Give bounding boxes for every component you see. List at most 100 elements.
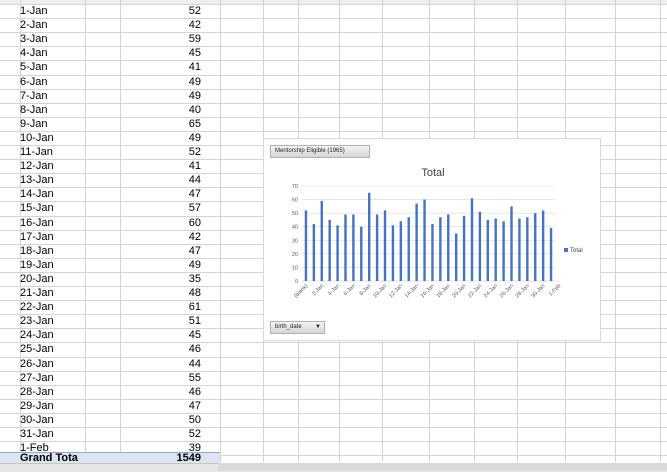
row-label-cell[interactable]: 26-Jan (20, 357, 54, 370)
row-label-cell[interactable]: 21-Jan (20, 287, 54, 299)
chart-bar[interactable] (304, 210, 308, 281)
row-value-cell[interactable]: 41 (188, 160, 201, 173)
row-value-cell[interactable]: 46 (188, 385, 201, 398)
row-value-cell[interactable]: 49 (188, 131, 201, 144)
chart-bar[interactable] (486, 219, 489, 281)
axis-field-button[interactable]: birth_date ▼ (270, 321, 325, 334)
row-value-cell[interactable]: 44 (188, 357, 201, 370)
row-value-cell[interactable]: 35 (188, 272, 201, 285)
chart-bar[interactable] (344, 214, 347, 282)
chart-bar[interactable] (399, 221, 403, 281)
row-label-cell[interactable]: 1-Jan (20, 5, 48, 17)
grand-total-label[interactable]: Grand Tota (20, 452, 78, 464)
row-label-cell[interactable]: 2-Jan (20, 19, 48, 32)
chart-bar[interactable] (352, 214, 355, 282)
chart-bar[interactable] (391, 225, 395, 281)
filter-field-button[interactable]: Mentorship Eligible (1965) (270, 145, 370, 158)
row-label-cell[interactable]: 9-Jan (20, 117, 48, 130)
row-value-cell[interactable]: 55 (188, 371, 201, 384)
chart-bar[interactable] (375, 214, 379, 282)
row-value-cell[interactable]: 45 (188, 47, 201, 60)
chart-bar[interactable] (312, 224, 316, 281)
row-label-cell[interactable]: 11-Jan (20, 146, 53, 158)
row-label-cell[interactable]: 8-Jan (20, 103, 48, 116)
row-label-cell[interactable]: 17-Jan (20, 230, 54, 243)
chart-bar[interactable] (360, 226, 363, 281)
row-value-cell[interactable]: 47 (188, 188, 201, 201)
row-label-cell[interactable]: 31-Jan (20, 428, 54, 440)
row-value-cell[interactable]: 57 (188, 202, 201, 215)
row-value-cell[interactable]: 61 (188, 301, 201, 314)
row-label-cell[interactable]: 1-Feb (20, 442, 49, 455)
row-value-cell[interactable]: 65 (188, 117, 201, 130)
pivot-chart[interactable]: Mentorship Eligible (1965) Total 0 10 20 30… (263, 138, 601, 341)
row-value-cell[interactable]: 47 (188, 399, 201, 412)
row-value-cell[interactable]: 52 (188, 146, 201, 158)
row-value-cell[interactable]: 60 (188, 216, 201, 229)
row-label-cell[interactable]: 16-Jan (20, 216, 54, 229)
row-value-cell[interactable]: 48 (188, 287, 201, 299)
row-label-cell[interactable]: 22-Jan (20, 301, 54, 314)
chart-bar[interactable] (336, 225, 339, 281)
row-label-cell[interactable]: 19-Jan (20, 258, 54, 271)
chart-bar[interactable] (541, 210, 545, 281)
row-label-cell[interactable]: 23-Jan (20, 315, 54, 328)
row-value-cell[interactable]: 40 (188, 103, 201, 116)
row-label-cell[interactable]: 12-Jan (20, 160, 54, 173)
row-value-cell[interactable]: 49 (188, 258, 201, 271)
chart-bar[interactable] (478, 211, 482, 281)
row-value-cell[interactable]: 52 (188, 5, 201, 17)
row-label-cell[interactable]: 13-Jan (20, 174, 54, 187)
row-label-cell[interactable]: 20-Jan (20, 272, 54, 285)
grand-total-row[interactable] (0, 452, 220, 464)
chart-bar[interactable] (549, 228, 553, 281)
chart-bar[interactable] (462, 215, 466, 281)
row-value-cell[interactable]: 52 (188, 428, 201, 440)
chart-bar[interactable] (526, 217, 529, 281)
chart-bar[interactable] (510, 206, 513, 281)
row-value-cell[interactable]: 39 (188, 442, 201, 455)
chart-bar[interactable] (415, 203, 418, 281)
row-value-cell[interactable]: 49 (188, 75, 201, 88)
row-label-cell[interactable]: 5-Jan (20, 61, 48, 74)
row-label-cell[interactable]: 14-Jan (20, 188, 54, 201)
chart-bar[interactable] (447, 214, 450, 282)
row-value-cell[interactable]: 49 (188, 89, 201, 102)
chart-bar[interactable] (407, 217, 410, 281)
row-value-cell[interactable]: 50 (188, 413, 201, 426)
chart-bar[interactable] (502, 221, 505, 281)
row-label-cell[interactable]: 28-Jan (20, 385, 54, 398)
row-label-cell[interactable]: 29-Jan (20, 399, 54, 412)
row-value-cell[interactable]: 41 (188, 61, 201, 74)
row-label-cell[interactable]: 15-Jan (20, 202, 54, 215)
chart-bar[interactable] (320, 200, 323, 281)
chart-bar[interactable] (454, 233, 458, 282)
chart-bar[interactable] (470, 198, 474, 281)
row-label-cell[interactable]: 25-Jan (20, 343, 54, 356)
chart-bar[interactable] (423, 199, 426, 281)
chart-bar[interactable] (368, 192, 371, 281)
row-label-cell[interactable]: 6-Jan (20, 75, 48, 88)
chart-bar[interactable] (518, 218, 521, 281)
chart-bar[interactable] (439, 217, 442, 281)
chart-bar[interactable] (534, 213, 537, 281)
chart-bar[interactable] (494, 218, 497, 281)
row-value-cell[interactable]: 47 (188, 244, 201, 257)
grand-total-value[interactable]: 1549 (176, 452, 201, 464)
chart-bar[interactable] (431, 224, 434, 281)
row-value-cell[interactable]: 59 (188, 33, 201, 46)
row-label-cell[interactable]: 7-Jan (20, 89, 48, 102)
row-value-cell[interactable]: 42 (188, 230, 201, 243)
row-value-cell[interactable]: 42 (188, 19, 201, 32)
row-label-cell[interactable]: 3-Jan (20, 33, 48, 46)
chart-bar[interactable] (328, 219, 331, 281)
row-label-cell[interactable]: 30-Jan (20, 413, 54, 426)
row-label-cell[interactable]: 27-Jan (20, 371, 54, 384)
chart-bar[interactable] (383, 210, 387, 281)
row-value-cell[interactable]: 46 (188, 343, 201, 356)
row-value-cell[interactable]: 51 (188, 315, 201, 328)
row-label-cell[interactable]: 24-Jan (20, 329, 54, 342)
row-label-cell[interactable]: 18-Jan (20, 244, 54, 257)
row-label-cell[interactable]: 10-Jan (20, 131, 54, 144)
